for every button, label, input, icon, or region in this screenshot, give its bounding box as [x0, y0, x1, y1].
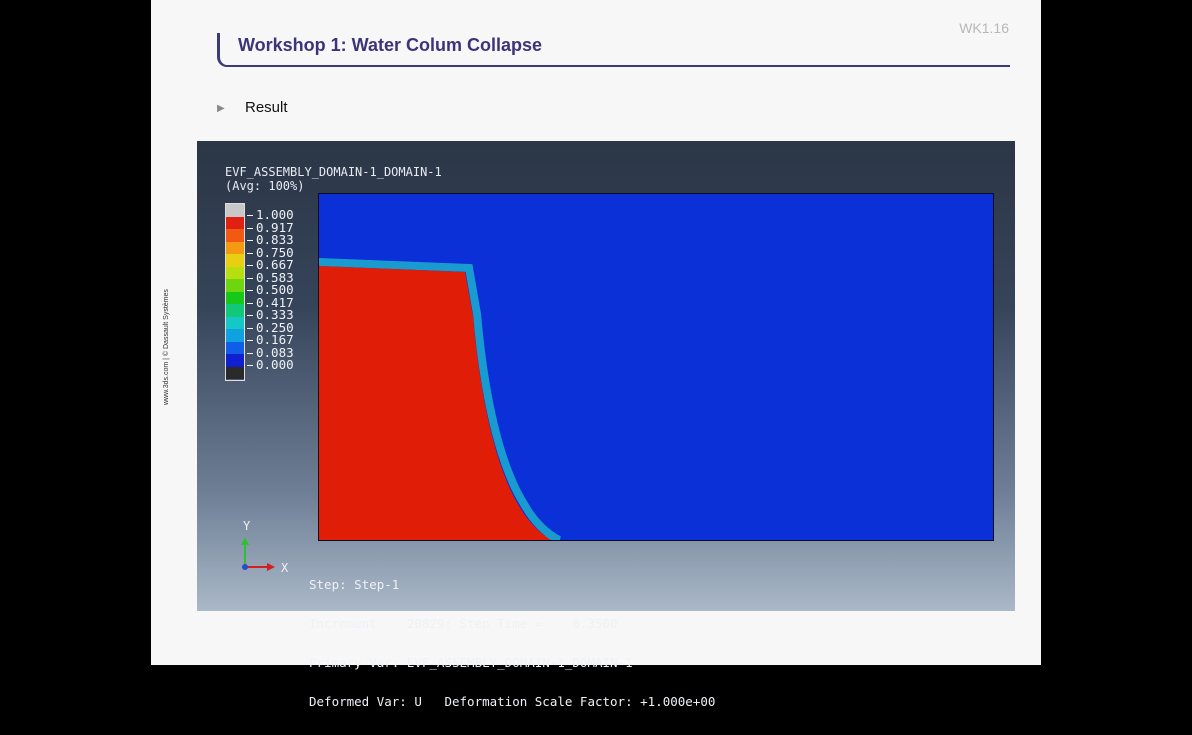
legend-swatch	[226, 304, 244, 317]
legend-swatch	[226, 254, 244, 267]
legend-swatch	[226, 279, 244, 292]
legend-swatch	[226, 266, 244, 279]
legend-label: 0.167	[247, 333, 294, 347]
legend-swatch	[226, 354, 244, 367]
deformed-var-label: Deformed Var: U Deformation Scale Factor…	[309, 694, 716, 709]
simulation-viewport[interactable]: EVF_ASSEMBLY_DOMAIN-1_DOMAIN-1 (Avg: 100…	[197, 141, 1015, 708]
axis-triad: Y X	[235, 519, 305, 579]
legend-swatch	[226, 241, 244, 254]
axis-triad-icon	[241, 537, 275, 571]
legend-label: 0.833	[247, 233, 294, 247]
triad-x-label: X	[281, 561, 289, 575]
primary-var-label: Primary Var: EVF_ASSEMBLY_DOMAIN-1_DOMAI…	[309, 655, 633, 670]
triad-y-label: Y	[243, 519, 251, 533]
legend-label: 0.750	[247, 246, 294, 260]
legend-swatch	[226, 229, 244, 242]
legend-swatch	[226, 204, 244, 217]
legend-label: 0.417	[247, 296, 294, 310]
water-region	[319, 266, 551, 540]
step-label: Step: Step-1	[309, 577, 400, 592]
legend-label: 0.000	[247, 358, 294, 372]
field-name: EVF_ASSEMBLY_DOMAIN-1_DOMAIN-1	[225, 165, 442, 179]
legend-swatch	[226, 216, 244, 229]
legend-swatch	[226, 291, 244, 304]
slide-number: WK1.16	[959, 20, 1009, 36]
contour-plot[interactable]	[318, 193, 994, 541]
water-interface	[319, 257, 561, 540]
legend-swatch	[226, 329, 244, 342]
legend-labels: 1.000 0.917 0.833 0.750 0.667 0.583 0.50…	[247, 208, 294, 372]
legend-label: 1.000	[247, 208, 294, 222]
viewport-title: EVF_ASSEMBLY_DOMAIN-1_DOMAIN-1 (Avg: 100…	[225, 165, 442, 193]
title-bar: Workshop 1: Water Colum Collapse	[217, 33, 1010, 67]
legend-swatch	[226, 316, 244, 329]
bullet-result: Result	[245, 99, 288, 116]
color-legend-bar	[225, 203, 245, 381]
legend-label: 0.583	[247, 271, 294, 285]
legend-label: 0.083	[247, 346, 294, 360]
legend-swatch	[226, 366, 244, 379]
averaging-label: (Avg: 100%)	[225, 179, 305, 193]
slide: WK1.16 Workshop 1: Water Colum Collapse …	[151, 0, 1041, 708]
legend-label: 0.917	[247, 221, 294, 235]
legend-label: 0.500	[247, 283, 294, 297]
legend-label: 0.333	[247, 308, 294, 322]
side-credit: www.3ds.com | © Dassault Systèmes	[163, 289, 170, 405]
increment-label: Increment 20829: Step Time = 0.3500	[309, 616, 618, 631]
slide-title: Workshop 1: Water Colum Collapse	[238, 35, 543, 55]
step-info: Step: Step-1 Increment 20829: Step Time …	[309, 552, 715, 734]
legend-label: 0.667	[247, 258, 294, 272]
legend-label: 0.250	[247, 321, 294, 335]
bullet-arrow-icon: ▶	[217, 103, 225, 114]
legend-swatch	[226, 341, 244, 354]
